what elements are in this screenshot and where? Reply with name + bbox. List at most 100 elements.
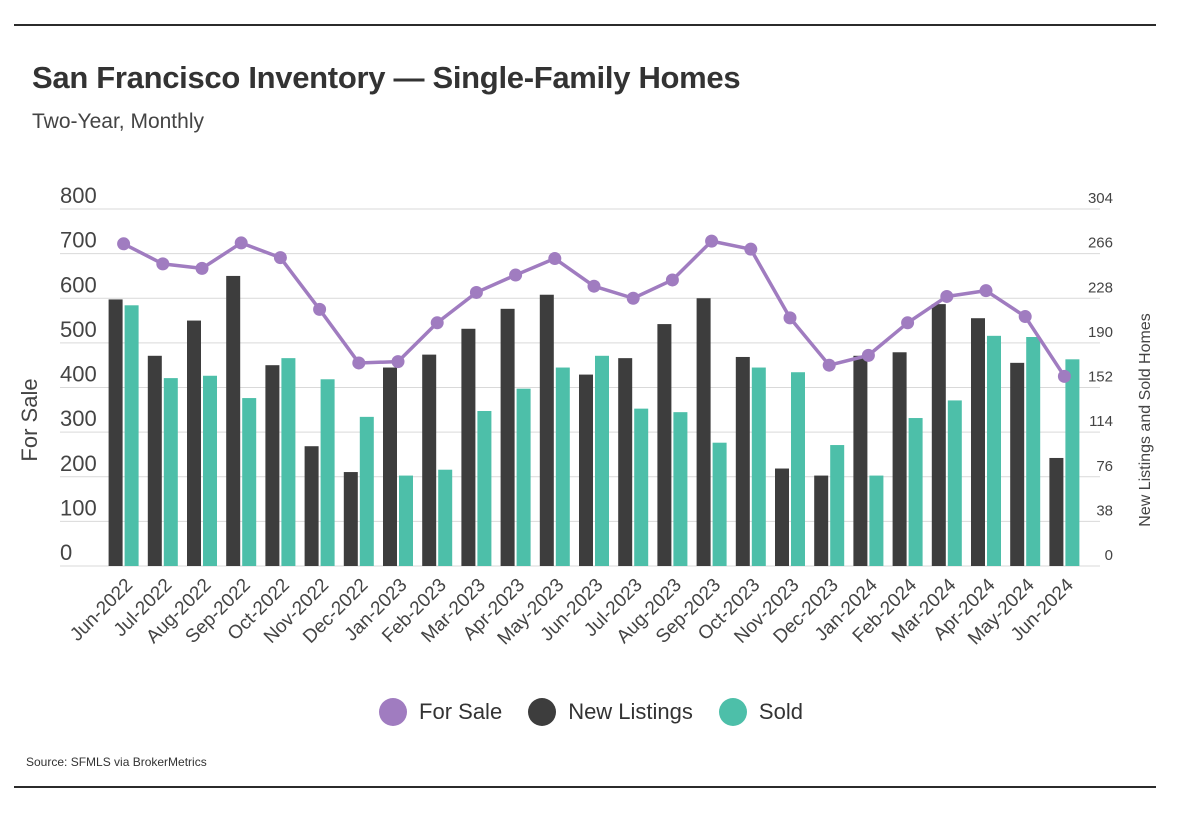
for-sale-point	[1018, 310, 1032, 324]
left-tick-label: 300	[60, 406, 97, 431]
new-listings-bar	[343, 472, 358, 566]
sold-bar	[516, 388, 531, 566]
right-tick-label: 152	[1088, 369, 1113, 386]
sold-bar	[791, 372, 805, 566]
right-tick-label: 304	[1088, 190, 1113, 207]
for-sale-point	[391, 355, 405, 369]
sold-bar	[1065, 359, 1080, 566]
new-listings-bar	[1049, 457, 1064, 566]
new-listings-bar	[735, 356, 750, 566]
for-sale-line	[122, 239, 1066, 378]
for-sale-point	[430, 316, 444, 330]
for-sale-point	[783, 311, 797, 325]
for-sale-point	[117, 237, 131, 251]
new-listings-bar	[696, 298, 711, 566]
left-tick-label: 0	[60, 540, 72, 565]
right-tick-label: 0	[1105, 547, 1113, 564]
sold-bar	[359, 416, 374, 566]
new-listings-bar	[147, 355, 162, 566]
sold-bar	[751, 367, 766, 566]
legend-item-new-listings: New Listings	[528, 698, 693, 726]
right-tick-label: 190	[1088, 324, 1113, 341]
for-sale-point	[509, 268, 523, 282]
sold-bar	[712, 442, 727, 566]
sold-bar	[1026, 337, 1041, 566]
sold-bar	[555, 367, 570, 566]
new-listings-bar	[539, 294, 554, 566]
sold-bar	[595, 355, 609, 566]
new-listings-bar	[187, 320, 201, 566]
for-sale-point	[313, 302, 327, 316]
chart-subtitle: Two-Year, Monthly	[32, 110, 204, 133]
left-tick-label: 500	[60, 317, 97, 342]
left-tick-label: 200	[60, 451, 97, 476]
sold-bar	[634, 408, 649, 566]
sold-swatch	[718, 698, 747, 726]
for-sale-swatch	[379, 698, 408, 726]
legend-item-for-sale: For Sale	[379, 698, 502, 726]
legend: For Sale New Listings Sold	[0, 698, 1182, 726]
new-listings-bar	[971, 318, 985, 566]
left-tick-label: 600	[60, 272, 97, 297]
sold-bar	[320, 379, 335, 566]
sold-bar	[124, 305, 139, 566]
for-sale-point	[626, 291, 640, 305]
for-sale-point	[469, 285, 483, 299]
new-listings-bar	[226, 275, 241, 566]
sold-bar	[163, 378, 178, 566]
for-sale-point	[195, 261, 209, 275]
new-listings-bar	[775, 468, 789, 566]
sold-bar	[399, 475, 413, 566]
sold-bar	[830, 445, 845, 566]
new-listings-bar	[814, 475, 829, 566]
new-listings-bar	[657, 324, 672, 566]
for-sale-point	[234, 236, 248, 250]
sold-bar	[242, 398, 257, 566]
chart-area: 0 100 200 300 400 500 600 700 800 0 38 76 114 152 190 2…	[17, 183, 1154, 649]
new-listings-bar	[304, 446, 319, 566]
sold-bar	[869, 475, 884, 566]
sold-bar	[673, 412, 688, 566]
new-listings-bar	[422, 354, 437, 566]
right-tick-label: 38	[1096, 502, 1113, 519]
new-listings-bar	[579, 374, 593, 566]
sold-bar	[987, 335, 1001, 566]
legend-item-sold: Sold	[718, 698, 803, 726]
new-listings-bar	[265, 365, 280, 566]
sold-bar	[203, 375, 217, 566]
new-listings-bar	[853, 355, 868, 566]
for-sale-point	[1057, 369, 1071, 383]
new-listings-bar	[461, 328, 476, 566]
for-sale-point	[979, 284, 993, 298]
left-tick-label: 400	[60, 362, 97, 387]
new-listings-bar	[931, 304, 946, 566]
for-sale-point	[744, 242, 758, 256]
for-sale-point	[587, 279, 601, 293]
right-tick-label: 76	[1096, 458, 1113, 475]
new-listings-bar	[500, 308, 515, 566]
for-sale-point	[901, 316, 915, 330]
sold-bar	[281, 358, 296, 566]
new-listings-bar	[618, 358, 633, 566]
source-note: Source: SFMLS via BrokerMetrics	[26, 755, 207, 769]
for-sale-point	[273, 251, 287, 265]
for-sale-point	[548, 252, 562, 266]
sold-bar	[947, 400, 962, 566]
left-axis-label: For Sale	[17, 378, 42, 461]
legend-label-sold: Sold	[758, 699, 803, 724]
sold-bar	[908, 418, 923, 566]
left-tick-label: 100	[60, 495, 97, 520]
left-tick-label: 700	[60, 228, 97, 253]
bottom-rule	[14, 786, 1156, 788]
for-sale-point	[705, 234, 719, 248]
right-tick-label: 228	[1088, 279, 1113, 296]
new-listings-bar	[1010, 362, 1025, 566]
new-listings-bar	[108, 299, 123, 566]
right-axis-label: New Listings and Sold Homes	[1137, 313, 1154, 526]
left-tick-label: 800	[60, 183, 97, 208]
legend-label-for-sale: For Sale	[419, 699, 503, 724]
sold-bar	[477, 410, 492, 566]
sold-bar	[438, 469, 453, 566]
new-listings-bar	[383, 367, 397, 566]
right-tick-label: 114	[1089, 413, 1113, 430]
